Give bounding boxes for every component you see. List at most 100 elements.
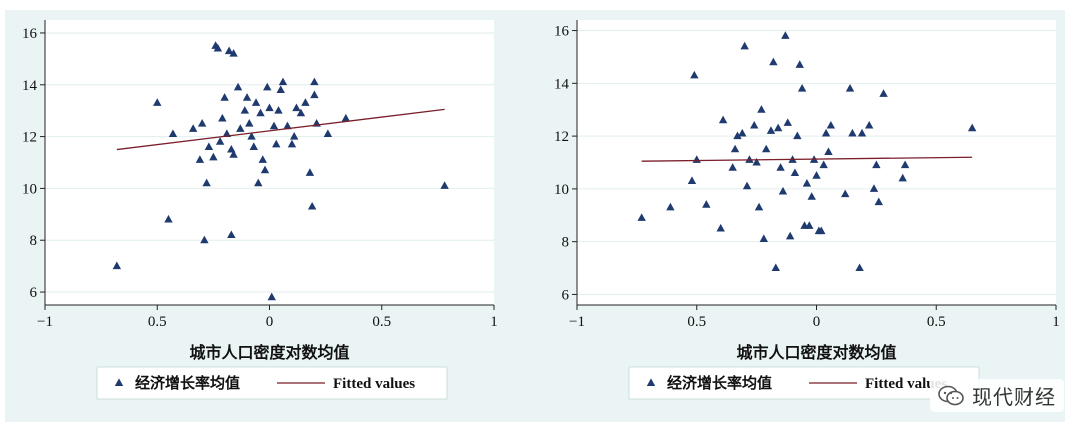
data-point <box>872 160 881 169</box>
data-point <box>757 105 766 113</box>
y-tick-label: 8 <box>30 233 38 249</box>
data-point <box>716 223 725 232</box>
data-point <box>229 150 238 158</box>
data-point <box>766 126 776 134</box>
data-point <box>769 57 778 66</box>
legend-label-scatter: 经济增长率均值 <box>667 374 772 392</box>
data-point <box>229 49 238 57</box>
y-tick-label: 14 <box>554 76 570 92</box>
data-point <box>898 173 907 182</box>
y-tick-label: 12 <box>554 129 569 145</box>
data-point <box>197 119 207 127</box>
data-point <box>826 120 836 129</box>
data-point <box>204 142 214 150</box>
data-point <box>200 235 209 244</box>
x-axis-title: 城市人口密度对数均值 <box>189 343 349 362</box>
legend-marker-triangle <box>114 378 124 386</box>
data-point <box>292 103 301 112</box>
data-point <box>323 129 333 137</box>
wechat-icon <box>938 385 964 405</box>
data-point <box>269 121 279 130</box>
data-point <box>778 186 788 195</box>
data-point <box>845 84 855 92</box>
data-point <box>742 181 752 190</box>
data-point <box>783 118 792 126</box>
data-point <box>821 128 831 137</box>
data-point <box>224 46 234 55</box>
data-point <box>857 128 867 137</box>
y-tick-label: 6 <box>30 285 38 301</box>
data-point <box>776 163 785 171</box>
data-point <box>440 181 449 189</box>
data-point <box>864 120 874 129</box>
data-point <box>188 124 198 132</box>
x-tick-label: 0.5 <box>148 314 167 330</box>
fitted-line <box>641 156 973 162</box>
data-point <box>310 90 319 99</box>
data-point <box>245 119 254 127</box>
x-tick-label: −1 <box>37 314 53 330</box>
data-point <box>276 85 285 93</box>
data-point <box>807 192 816 200</box>
data-point <box>220 93 229 101</box>
legend-right: 经济增长率均值 Fitted values <box>628 366 980 400</box>
x-tick-label: 0 <box>813 314 821 330</box>
data-point <box>256 108 265 117</box>
data-point <box>195 155 205 163</box>
data-point <box>848 128 857 137</box>
legend-label-fitted: Fitted values <box>865 376 947 392</box>
data-point <box>750 120 759 129</box>
x-tick-label: 1 <box>1052 314 1060 330</box>
data-point <box>251 98 261 106</box>
data-point <box>637 213 646 221</box>
data-point <box>209 152 218 161</box>
fitted-line <box>116 108 445 151</box>
data-point <box>296 108 306 117</box>
data-point <box>274 106 283 114</box>
data-point <box>254 178 263 187</box>
y-tick-label: 10 <box>554 182 569 198</box>
data-point <box>249 142 258 150</box>
watermark: 现代财经 <box>930 379 1064 412</box>
x-tick-label: 1 <box>490 314 498 330</box>
data-point <box>805 221 814 229</box>
watermark-text: 现代财经 <box>972 385 1056 409</box>
data-point <box>797 84 807 92</box>
data-point <box>278 77 288 86</box>
data-point <box>222 129 232 137</box>
data-point <box>341 113 351 122</box>
data-point <box>759 234 769 243</box>
data-point <box>790 168 800 177</box>
x-tick-label: 0.5 <box>372 314 391 330</box>
data-point <box>283 121 292 130</box>
data-point <box>812 171 821 179</box>
data-point <box>164 214 173 223</box>
data-point <box>289 131 299 140</box>
data-point <box>213 43 223 52</box>
data-point <box>745 155 754 163</box>
data-point <box>702 200 711 208</box>
data-point <box>879 89 888 97</box>
data-point <box>793 131 802 140</box>
data-point <box>267 292 276 301</box>
data-point <box>802 179 812 187</box>
data-point <box>728 163 737 171</box>
data-point <box>690 70 699 79</box>
data-point <box>112 261 122 270</box>
data-point <box>795 60 804 68</box>
data-point <box>773 123 783 132</box>
x-tick-label: 0.5 <box>927 314 946 330</box>
data-point <box>247 131 256 140</box>
data-point <box>730 144 740 153</box>
data-point <box>218 113 227 122</box>
data-point <box>310 77 319 86</box>
data-point <box>738 128 747 137</box>
chart-panel-left: 6 8 10 12 14 16 −1 0.5 0 0.5 1 城市人口密度对数均值 经济增长率均值 Fit… <box>5 10 535 422</box>
data-point <box>967 123 977 132</box>
data-point <box>754 202 764 211</box>
data-point <box>305 168 315 176</box>
legend-frame <box>628 366 980 400</box>
data-point <box>236 124 245 132</box>
